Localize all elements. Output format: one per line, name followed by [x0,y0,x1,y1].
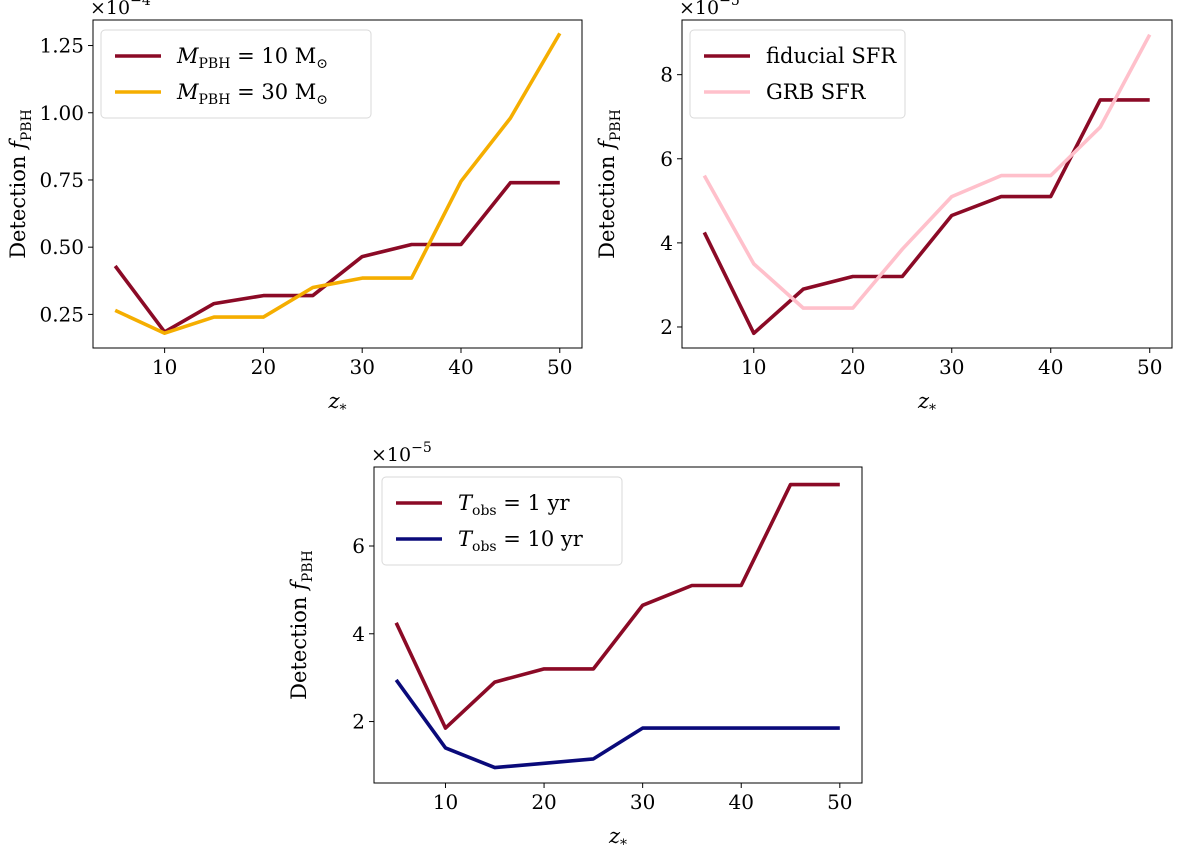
legend-entry-1: Tobs = 1 yr [458,491,570,519]
x-tick-label: 10 [433,790,458,814]
x-axis-label-main: z [327,389,340,413]
chart-panel-1: 10 20 30 40 50 0.25 0.50 0.75 1.00 1.25 ×10−4 z* Det… [6,0,583,418]
x-tick-label: 50 [547,355,572,379]
legend-entry-main: fiducial SFR [766,44,897,68]
y-tick-label: 0.50 [39,235,84,259]
y-axis-label: Detection fPBH [6,109,35,259]
legend-entry-1: fiducial SFR [766,44,897,68]
y-tick-label: 4 [660,231,673,255]
series-line-1 [702,98,1150,336]
legend-entry-sub: obs [472,503,497,519]
x-tick-label: 30 [939,355,964,379]
legend-entry-tail: ⊙ [316,92,328,108]
legend-entry-main: T [458,491,474,515]
legend-entry-tail: ⊙ [316,56,328,72]
y-tick-label: 6 [660,147,673,171]
axes-frame [373,466,863,784]
legend-entry-2: Tobs = 10 yr [458,527,584,555]
axis-multiplier: ×10−5 [679,0,740,19]
y-axis-label-text: Detection [6,149,30,259]
x-axis-label: z* [917,389,936,418]
series-line-1 [394,482,840,730]
x-tick-label: 50 [1137,355,1162,379]
y-axis-label-symbol: f [6,138,30,151]
x-axis-label-main: z [917,389,930,413]
y-axis-label-symbol: f [595,138,619,151]
y-tick-label: 2 [352,710,365,734]
x-tick-label: 30 [630,790,655,814]
x-axis-label-sub: * [340,402,347,418]
x-tick-label: 20 [251,355,276,379]
x-tick-label: 40 [1038,355,1063,379]
y-axis-label-symbol: f [287,579,311,592]
y-axis-label-sub: PBH [19,109,35,141]
y-tick-label: 0.25 [39,302,84,326]
y-tick-label: 4 [352,622,365,646]
legend-entry-sub: PBH [199,92,231,108]
series-line-2 [702,33,1152,310]
y-tick-label: 6 [352,534,365,558]
legend-entry-main: GRB SFR [766,80,867,104]
y-axis-label: Detection fPBH [595,109,624,259]
x-tick-label: 30 [349,355,374,379]
x-axis-label: z* [608,824,627,847]
y-tick-label: 0.75 [39,168,84,192]
x-tick-label: 40 [729,790,754,814]
x-axis-label-sub: * [929,402,936,418]
legend-entry-rest: = 10 M [230,44,316,68]
axis-multiplier: ×10−5 [371,440,432,466]
axes-frame [92,19,583,349]
legend-entry-rest: = 30 M [230,80,316,104]
series-line-2 [394,678,840,770]
y-axis-label: Detection fPBH [287,550,316,700]
chart-panel-3: 10 20 30 40 50 2 4 6 ×10−5 z* Detection fPBH Tobs =… [287,440,863,847]
legend-box [100,29,372,119]
chart-panel-2: 10 20 30 40 50 2 4 6 8 ×10−5 z* Detection fPBH fiduc… [595,0,1173,418]
legend-entry-sub: PBH [199,56,231,72]
x-tick-label: 10 [741,355,766,379]
legend-box [381,476,623,566]
y-tick-label: 1.00 [39,101,84,125]
x-axis-label-sub: * [620,837,627,847]
legend-entry-rest: = 1 yr [497,491,571,515]
x-axis-label-main: z [608,824,621,847]
series-line-1 [113,180,560,334]
y-tick-label: 2 [660,315,673,339]
legend-entry-main: T [458,527,474,551]
axis-multiplier-exponent: −4 [130,0,151,9]
series-line-2 [114,32,562,336]
axes-frame [681,19,1173,349]
legend-box [689,29,906,119]
x-tick-label: 20 [840,355,865,379]
axis-multiplier-exponent: −5 [411,440,432,456]
y-axis-label-text: Detection [595,149,619,259]
y-axis-label-text: Detection [287,590,311,700]
x-tick-label: 20 [531,790,556,814]
x-axis-label: z* [327,389,346,418]
axis-multiplier: ×10−4 [90,0,151,19]
legend-entry-2: GRB SFR [766,80,867,104]
x-tick-label: 40 [448,355,473,379]
legend-entry-1: MPBH = 10 M⊙ [176,44,328,72]
axis-multiplier-exponent: −5 [719,0,740,9]
y-axis-label-sub: PBH [300,550,316,582]
x-tick-label: 50 [827,790,852,814]
y-axis-label-sub: PBH [608,109,624,141]
y-tick-label: 1.25 [39,34,84,58]
legend-entry-2: MPBH = 30 M⊙ [176,80,328,108]
legend-entry-main: M [176,80,199,104]
legend-entry-rest: = 10 yr [497,527,584,551]
legend-entry-main: M [176,44,199,68]
y-tick-label: 8 [660,63,673,87]
legend-entry-sub: obs [472,539,497,555]
x-tick-label: 10 [152,355,177,379]
